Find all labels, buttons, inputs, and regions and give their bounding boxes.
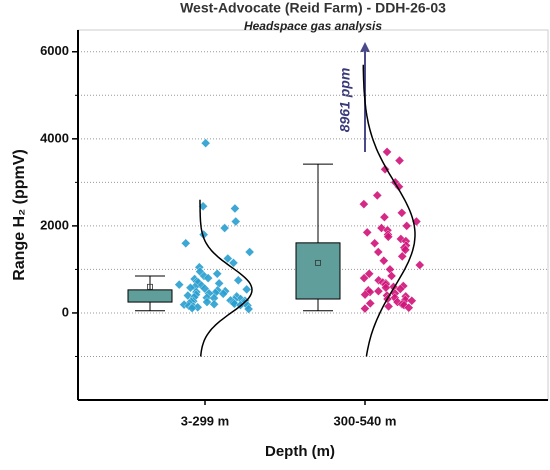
annotation-arrowhead [360,42,370,52]
data-point [379,255,389,266]
data-point [394,155,405,166]
data-point [372,190,383,201]
data-point [243,304,254,314]
mean-marker [315,259,321,266]
data-point [379,212,390,222]
data-point [185,282,196,293]
data-point [202,297,212,307]
x-tick-label: 3-299 m [181,413,229,428]
distribution-curve [199,199,253,357]
data-point [414,260,425,270]
y-tick-label: 4000 [40,130,69,145]
data-point [212,268,223,279]
data-point [383,301,394,312]
data-point [397,208,407,218]
data-point [230,203,240,214]
data-point [400,245,411,255]
y-tick-label: 6000 [40,43,69,58]
data-point [407,295,417,306]
x-axis-label: Depth (m) [265,443,335,460]
data-point [233,275,244,286]
x-tick-label: 300-540 m [334,413,397,428]
y-tick-label: 2000 [40,217,69,232]
chart-subtitle: Headspace gas analysis [244,19,382,33]
annotation: 8961 ppm [337,68,353,133]
data-point [397,251,408,262]
data-point [360,303,370,314]
data-point [383,231,394,242]
data-point [386,271,397,281]
data-point [187,303,197,313]
data-point [219,223,230,233]
data-point [360,289,370,300]
data-point [230,216,241,227]
y-axis-label: Range H₂ (ppmV) [11,149,28,281]
data-point [359,273,369,283]
distribution-curve [362,64,416,357]
data-point [395,284,406,294]
data-point [200,138,211,148]
data-point [403,302,414,313]
box [295,242,341,300]
data-point [203,273,213,283]
data-point [244,247,255,257]
data-point [373,247,384,257]
data-point [223,253,233,264]
data-point [364,268,374,279]
box [127,289,173,303]
data-point [373,286,384,296]
y-tick-label: 0 [62,304,69,319]
data-point [365,298,376,309]
data-point [218,289,228,299]
data-point [181,238,191,249]
data-point [228,258,239,268]
data-point [401,221,412,231]
mean-marker [147,283,153,290]
data-point [382,147,392,157]
data-point [359,199,369,209]
data-point [241,284,252,295]
data-point [209,299,219,310]
data-point [174,279,185,290]
data-point [369,238,380,249]
plot-frame [77,29,549,401]
data-point [362,227,373,238]
chart-title: West-Advocate (Reid Farm) - DDH-26-03 [180,0,446,16]
